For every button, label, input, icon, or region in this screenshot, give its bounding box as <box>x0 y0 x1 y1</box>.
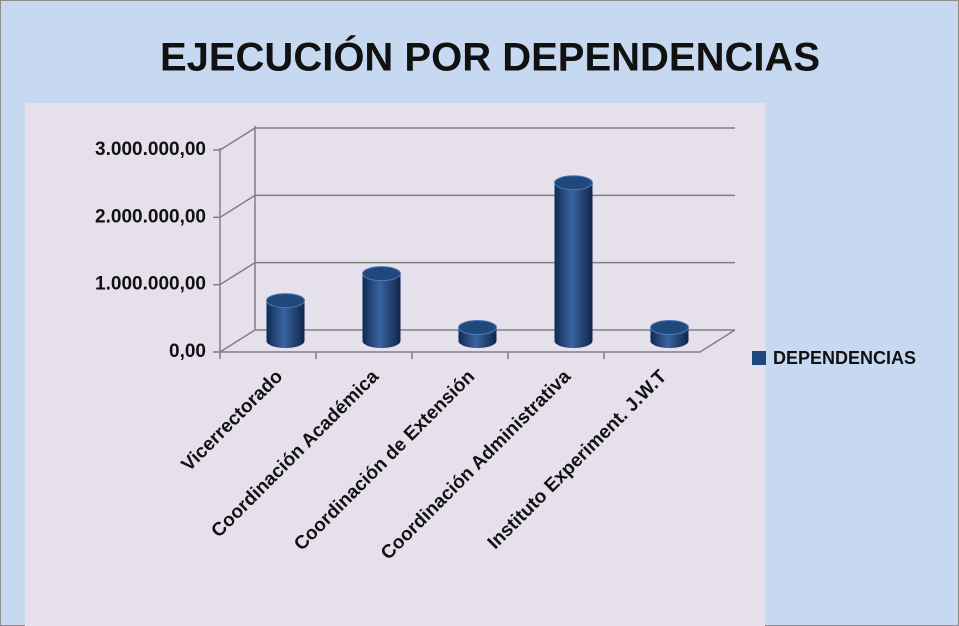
y-tick-label: 0,00 <box>169 341 206 362</box>
y-tick-label: 2.000.000,00 <box>95 206 206 227</box>
bar-top <box>554 175 593 191</box>
axis-wall <box>219 148 736 353</box>
bar <box>554 182 593 348</box>
bar-top <box>458 320 497 336</box>
bar <box>362 273 401 348</box>
plot-area <box>25 103 765 626</box>
bar-top <box>650 320 689 336</box>
y-tick-label: 1.000.000,00 <box>95 274 206 295</box>
chart-title: EJECUCIÓN POR DEPENDENCIAS <box>160 34 820 80</box>
bar <box>266 300 305 348</box>
legend-label: DEPENDENCIAS <box>773 348 916 368</box>
bar-top <box>266 293 305 309</box>
y-tick-label: 3.000.000,00 <box>95 139 206 160</box>
legend-swatch <box>752 351 766 365</box>
bar-top <box>362 266 401 282</box>
grid-line <box>219 127 735 151</box>
